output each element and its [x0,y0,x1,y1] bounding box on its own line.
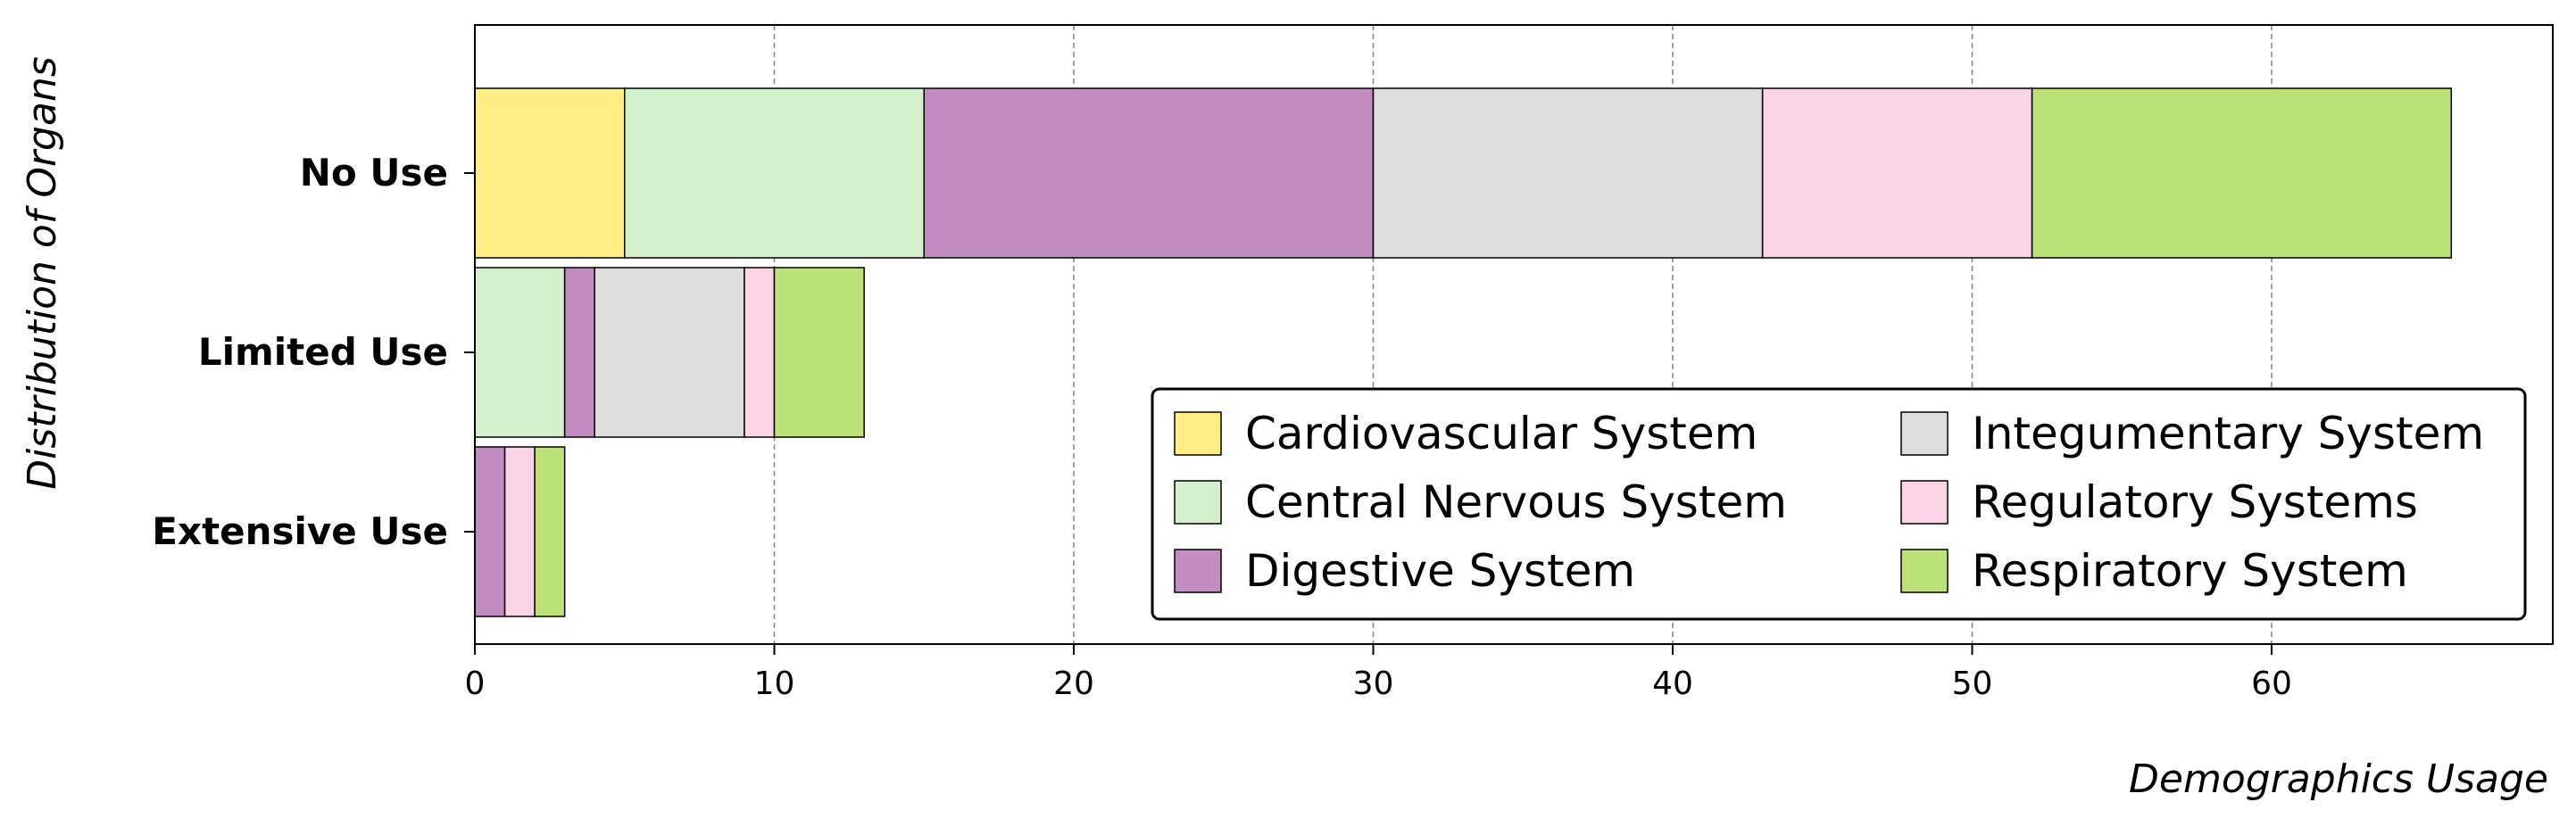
legend-label: Regulatory Systems [1972,476,2418,528]
x-tick-label: 20 [1053,666,1094,702]
bar-segment [2031,87,2453,259]
y-axis: No Use Limited Use Extensive Use [152,151,475,553]
bar-segment [773,267,865,438]
bar-segment [563,267,595,438]
legend-swatch [1900,411,1949,456]
y-tick-label: No Use [300,151,448,194]
bar-segment [594,267,745,438]
legend-label: Integumentary System [1972,408,2484,459]
legend-swatch [1900,480,1949,525]
bar-segment [744,267,776,438]
x-axis-label: Demographics Usage [2129,756,2548,802]
legend-swatch [1174,411,1222,456]
plot-frame [474,24,2554,645]
legend-label: Central Nervous System [1245,476,1787,528]
legend-swatch [1174,480,1222,525]
bars [474,87,2453,617]
legend: Cardiovascular System Central Nervous Sys… [1151,387,2527,621]
x-tick-label: 0 [465,666,486,702]
x-tick-label: 10 [754,666,795,702]
legend-label: Digestive System [1245,545,1635,597]
bar-segment [1761,87,2033,259]
y-tick-label: Limited Use [198,330,448,374]
legend-label: Cardiovascular System [1245,408,1757,459]
y-axis-label: Distribution of Organs [20,56,65,490]
bar-segment [624,87,925,259]
bar-segment [474,267,566,438]
bar-segment [474,446,506,617]
bar-segment [1372,87,1764,259]
x-axis: 0 10 20 30 40 50 60 [465,644,2292,702]
bar-segment [534,446,566,617]
legend-swatch [1900,549,1949,593]
x-tick-label: 40 [1652,666,1693,702]
bar-segment [503,446,536,617]
bar-segment [474,87,626,259]
legend-label: Respiratory System [1972,545,2408,597]
bar-segment [923,87,1375,259]
x-tick-label: 30 [1353,666,1394,702]
legend-frame [1151,387,2527,621]
x-tick-label: 50 [1952,666,1993,702]
y-tick-label: Extensive Use [152,509,448,553]
legend-swatch [1174,549,1222,593]
legend-items: Cardiovascular System Central Nervous Sys… [1174,408,2484,597]
x-tick-label: 60 [2251,666,2292,702]
